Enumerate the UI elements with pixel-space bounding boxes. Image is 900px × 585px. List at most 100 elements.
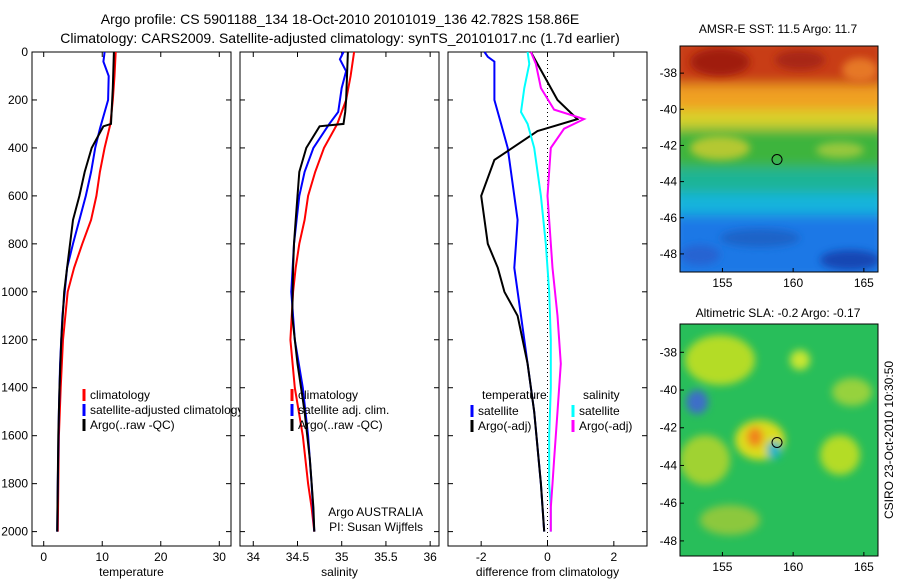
temperature-ytick-label: 0 (21, 45, 28, 59)
temperature-axes-frame (31, 51, 232, 547)
sla-field-texture (680, 335, 872, 535)
sst-map-field (680, 46, 878, 272)
sst-map-xtick-label: 160 (783, 276, 803, 290)
salinity-xlabel: salinity (321, 565, 358, 579)
sla-map-ytick-label: -46 (660, 496, 678, 510)
legend-salinity-title: salinity (583, 388, 620, 402)
timestamp-label: CSIRO 23-Oct-2010 10:30:50 (882, 361, 896, 519)
sst-map-frame (679, 45, 879, 273)
salinity-xtick-label: 35.5 (374, 550, 398, 564)
sst-map-ytick-label: -42 (660, 138, 678, 152)
temperature-xtick-label: 20 (154, 550, 168, 564)
sst-map-ytick-label: -44 (660, 175, 678, 189)
temperature-legend-item: climatology (90, 388, 150, 402)
temperature-xtick-label: 30 (213, 550, 227, 564)
temperature-ytick-label: 1000 (1, 285, 28, 299)
salinity-series-satellite-adj-clim (290, 51, 348, 532)
sst-map: AMSR-E SST: 11.5 Argo: 11.7 155 160 165 -38… (660, 22, 879, 290)
difference-series-salinity-argo-adj (529, 51, 587, 532)
sst-warm-core-2 (775, 50, 825, 70)
temperature-legend-item: Argo(..raw -QC) (90, 418, 175, 432)
temperature-xtick-label: 10 (96, 550, 110, 564)
sst-cold-patch-3 (680, 245, 720, 265)
difference-xtick-label: 2 (610, 550, 617, 564)
sla-peak-patch (747, 427, 763, 447)
temperature-ytick-label: 800 (8, 237, 28, 251)
salinity-panel: 34 34.5 35 35.5 36 salinity climatologysatelli… (239, 51, 440, 579)
sla-positive-patch-1 (685, 335, 755, 385)
sla-map-axes: 155 160 165 -38 -40 -42 -44 -46 -48 (660, 345, 875, 574)
salinity-xtick-label: 36 (423, 550, 437, 564)
legend-salinity-item: Argo(-adj) (579, 419, 632, 433)
sla-positive-patch-5 (832, 378, 872, 406)
sst-map-axes: 155 160 165 -38 -40 -42 -44 -46 -48 (660, 66, 875, 290)
sst-cold-patch-1 (720, 229, 800, 247)
sla-positive-patch-6 (820, 435, 860, 475)
sst-front-patch-2 (816, 142, 864, 158)
temperature-xtick-label: 0 (40, 550, 47, 564)
sst-map-ytick-label: -38 (660, 66, 678, 80)
sla-map-ytick-label: -38 (660, 345, 678, 359)
difference-series-temperature-argo-adj (480, 51, 580, 532)
sla-map-ytick-label: -40 (660, 383, 678, 397)
sla-map-ytick-label: -42 (660, 421, 678, 435)
sla-positive-patch-7 (700, 505, 760, 535)
legend-temperature-item: Argo(-adj) (478, 419, 531, 433)
temperature-ytick-label: 200 (8, 93, 28, 107)
sla-map-ytick-label: -44 (660, 458, 678, 472)
temperature-ytick-label: 1800 (1, 477, 28, 491)
sla-positive-patch-3 (680, 435, 730, 485)
salinity-axes-frame (239, 51, 440, 547)
sst-map-xtick-label: 155 (712, 276, 732, 290)
sst-map-xtick-label: 165 (854, 276, 874, 290)
salinity-legend-item: satellite adj. clim. (298, 403, 389, 417)
temperature-legend-item: satellite-adjusted climatology (90, 403, 243, 417)
argo-annotation-line: Argo AUSTRALIA (328, 505, 423, 519)
salinity-legend-item: climatology (298, 388, 358, 402)
sst-argo-location-marker (771, 154, 783, 166)
sla-map: Altimetric SLA: -0.2 Argo: -0.17 155 (660, 306, 879, 574)
sla-map-xtick-label: 165 (854, 560, 874, 574)
sla-map-xtick-label: 155 (712, 560, 732, 574)
difference-xtick-label: -2 (476, 550, 487, 564)
legend-temperature-title: temperature (482, 388, 547, 402)
sst-map-ytick-label: -46 (660, 211, 678, 225)
salinity-xtick-label: 34.5 (286, 550, 310, 564)
temperature-xlabel: temperature (99, 565, 164, 579)
difference-axes-frame (447, 51, 648, 547)
sst-cold-patch-2 (820, 250, 878, 270)
temperature-ytick-label: 600 (8, 189, 28, 203)
sla-negative-patch-2 (767, 441, 781, 459)
legend-salinity-item: satellite (579, 404, 620, 418)
sst-map-ytick-label: -48 (660, 247, 678, 261)
sla-argo-location-marker (771, 436, 783, 448)
difference-xtick-label: 0 (544, 550, 551, 564)
legend-temperature-item: satellite (478, 404, 519, 418)
temperature-ytick-label: 1600 (1, 429, 28, 443)
salinity-xtick-label: 34 (247, 550, 261, 564)
salinity-xtick-label: 35 (335, 550, 349, 564)
salinity-legend-item: Argo(..raw -QC) (298, 418, 383, 432)
sla-map-frame (679, 323, 879, 557)
difference-xlabel: difference from climatology (476, 565, 619, 579)
sst-field-texture (680, 48, 878, 270)
sst-warm-core-1 (690, 48, 750, 76)
sla-positive-patch-4 (790, 350, 810, 370)
sst-map-ytick-label: -40 (660, 102, 678, 116)
sst-front-patch-1 (690, 136, 750, 160)
temperature-ytick-label: 2000 (1, 525, 28, 539)
figure-title-line1: Argo profile: CS 5901188_134 18-Oct-2010… (101, 11, 579, 27)
argo-annotation-line: PI: Susan Wijffels (329, 520, 423, 534)
sla-negative-patch-1 (686, 390, 708, 414)
sla-map-title: Altimetric SLA: -0.2 Argo: -0.17 (696, 306, 861, 320)
salinity-series-climatology (289, 51, 356, 532)
temperature-ytick-label: 400 (8, 141, 28, 155)
temperature-ytick-label: 1400 (1, 381, 28, 395)
salinity-series-argo-raw-qc (291, 51, 349, 532)
sla-map-ytick-label: -48 (660, 534, 678, 548)
temperature-panel: 0 10 20 30 0 200 400 600 800 1000 1200 1400 1600 1800… (1, 45, 243, 579)
difference-series-salinity-satellite (519, 51, 552, 532)
